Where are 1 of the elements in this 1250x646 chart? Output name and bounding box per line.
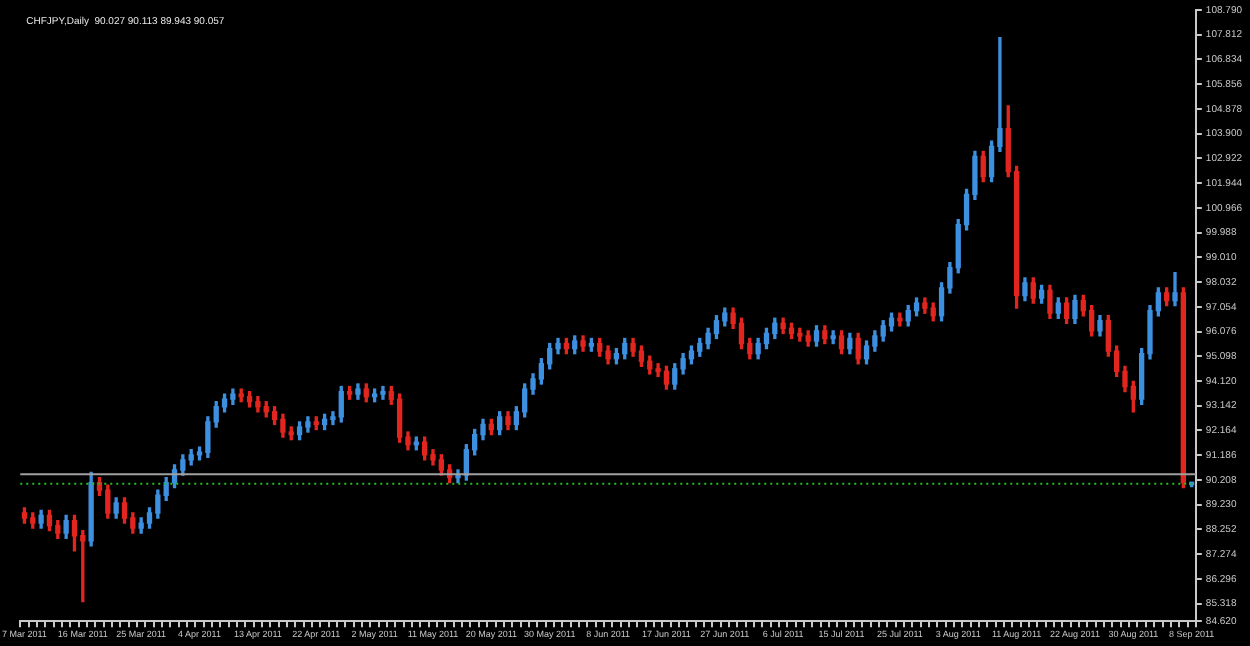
candlestick (897, 312, 903, 327)
